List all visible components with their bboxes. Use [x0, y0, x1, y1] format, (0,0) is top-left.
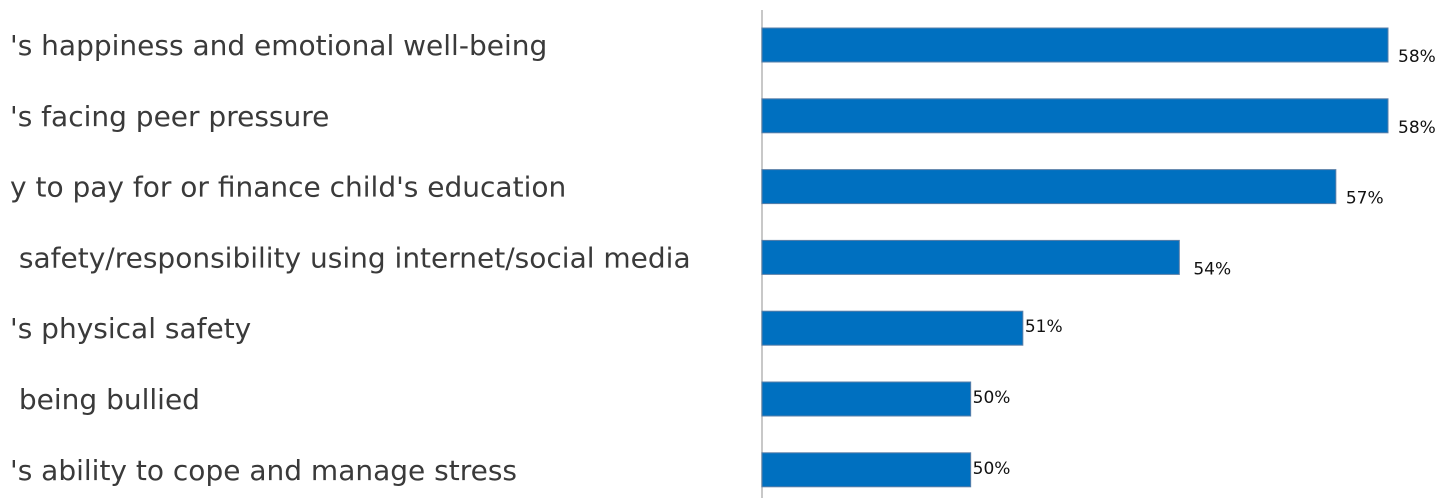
- bar: [761, 239, 1180, 275]
- value-label: 50%: [973, 459, 1011, 479]
- value-label: 50%: [973, 388, 1011, 408]
- category-label: 's ability to cope and manage stress: [10, 454, 517, 487]
- bar: [761, 310, 1024, 346]
- category-label: 's happiness and emotional well-being: [10, 29, 547, 62]
- category-label: being bullied: [10, 383, 200, 416]
- value-label: 58%: [1398, 118, 1436, 138]
- bar: [761, 27, 1389, 63]
- bar: [761, 452, 972, 488]
- category-label: y to pay for or finance child's educatio…: [10, 171, 566, 204]
- bar: [761, 381, 972, 417]
- category-label: safety/responsibility using internet/soc…: [10, 241, 691, 274]
- category-label: 's facing peer pressure: [10, 100, 329, 133]
- value-label: 54%: [1193, 259, 1231, 279]
- value-label: 57%: [1346, 189, 1384, 209]
- bars: [761, 27, 1389, 488]
- bar: [761, 169, 1337, 205]
- category-labels: 's happiness and emotional well-being 's …: [10, 29, 691, 487]
- value-label: 51%: [1025, 317, 1063, 337]
- category-label: 's physical safety: [10, 312, 251, 345]
- value-label: 58%: [1398, 47, 1436, 67]
- value-labels: 58% 58% 57% 54% 51% 50% 50%: [973, 47, 1436, 479]
- bar: [761, 98, 1389, 134]
